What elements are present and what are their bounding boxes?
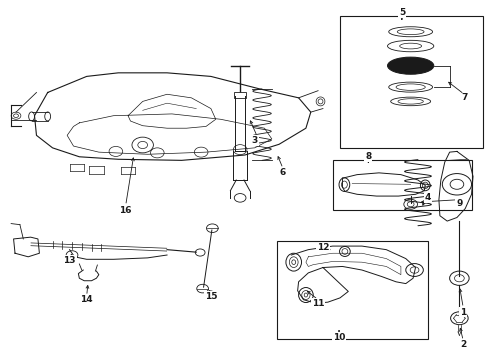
Text: 14: 14 [80,295,93,304]
Bar [234,93,246,98]
Text: 1: 1 [460,308,466,317]
Bar [277,241,428,339]
Text: 5: 5 [399,8,405,17]
Text: 10: 10 [333,333,345,342]
Text: 8: 8 [365,152,371,161]
Text: 16: 16 [120,206,132,215]
Text: 15: 15 [205,292,217,301]
Text: 7: 7 [461,93,467,102]
Text: 4: 4 [424,193,431,202]
Text: 2: 2 [460,340,466,349]
Text: 9: 9 [456,199,463,208]
Text: 11: 11 [312,299,324,308]
Bar [340,16,483,148]
Ellipse shape [388,57,434,74]
Text: 12: 12 [317,243,329,252]
Text: 6: 6 [280,168,286,177]
Text: 13: 13 [63,256,76,265]
Bar [333,160,471,210]
Text: 3: 3 [252,136,258,145]
